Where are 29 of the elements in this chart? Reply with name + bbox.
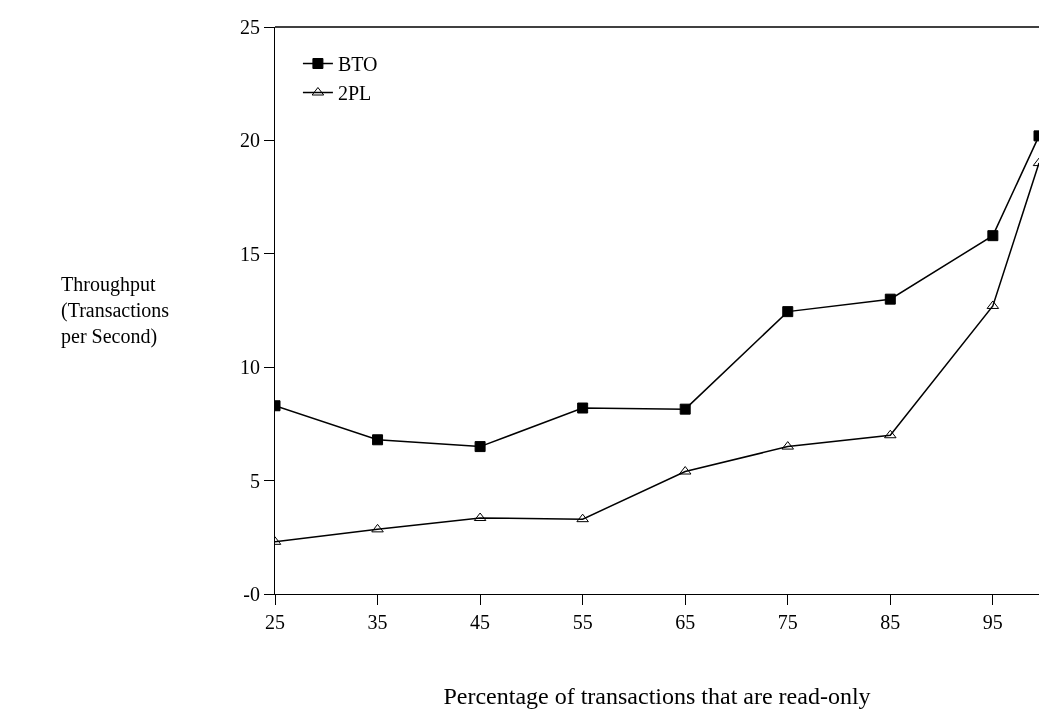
point	[577, 402, 589, 414]
legend-label: BTO	[337, 53, 378, 76]
point	[679, 403, 691, 415]
x-tick-label: 25	[265, 611, 285, 633]
y-tick-label: 25	[240, 16, 260, 38]
x-tick-label: 55	[572, 611, 593, 633]
point	[473, 512, 487, 522]
y-tick-label: 15	[240, 242, 260, 265]
y-tick-label: 20	[240, 129, 260, 152]
point	[576, 513, 589, 523]
x-tick-label: 95	[982, 611, 1003, 633]
x-tick-label: 45	[470, 611, 491, 633]
y-axis-title: Throughput (Transactions per Second)	[61, 273, 170, 348]
y-tick-label: 10	[240, 356, 260, 379]
y-tick-label: -0	[243, 583, 260, 605]
point	[372, 434, 384, 446]
point	[371, 523, 384, 533]
x-tick-label: 35	[367, 611, 388, 633]
x-tick-label: 75	[777, 611, 798, 633]
x-tick-label: 65	[675, 611, 696, 633]
x-tick-label: 85	[880, 611, 901, 633]
point	[884, 293, 896, 305]
point	[884, 429, 897, 439]
point	[782, 306, 794, 318]
x-axis-title: Percentage of transactions that are read-only	[443, 683, 871, 710]
y-tick-label: 5	[250, 469, 260, 492]
point	[987, 230, 999, 242]
point	[474, 441, 486, 453]
legend-label: 2PL	[337, 82, 372, 105]
